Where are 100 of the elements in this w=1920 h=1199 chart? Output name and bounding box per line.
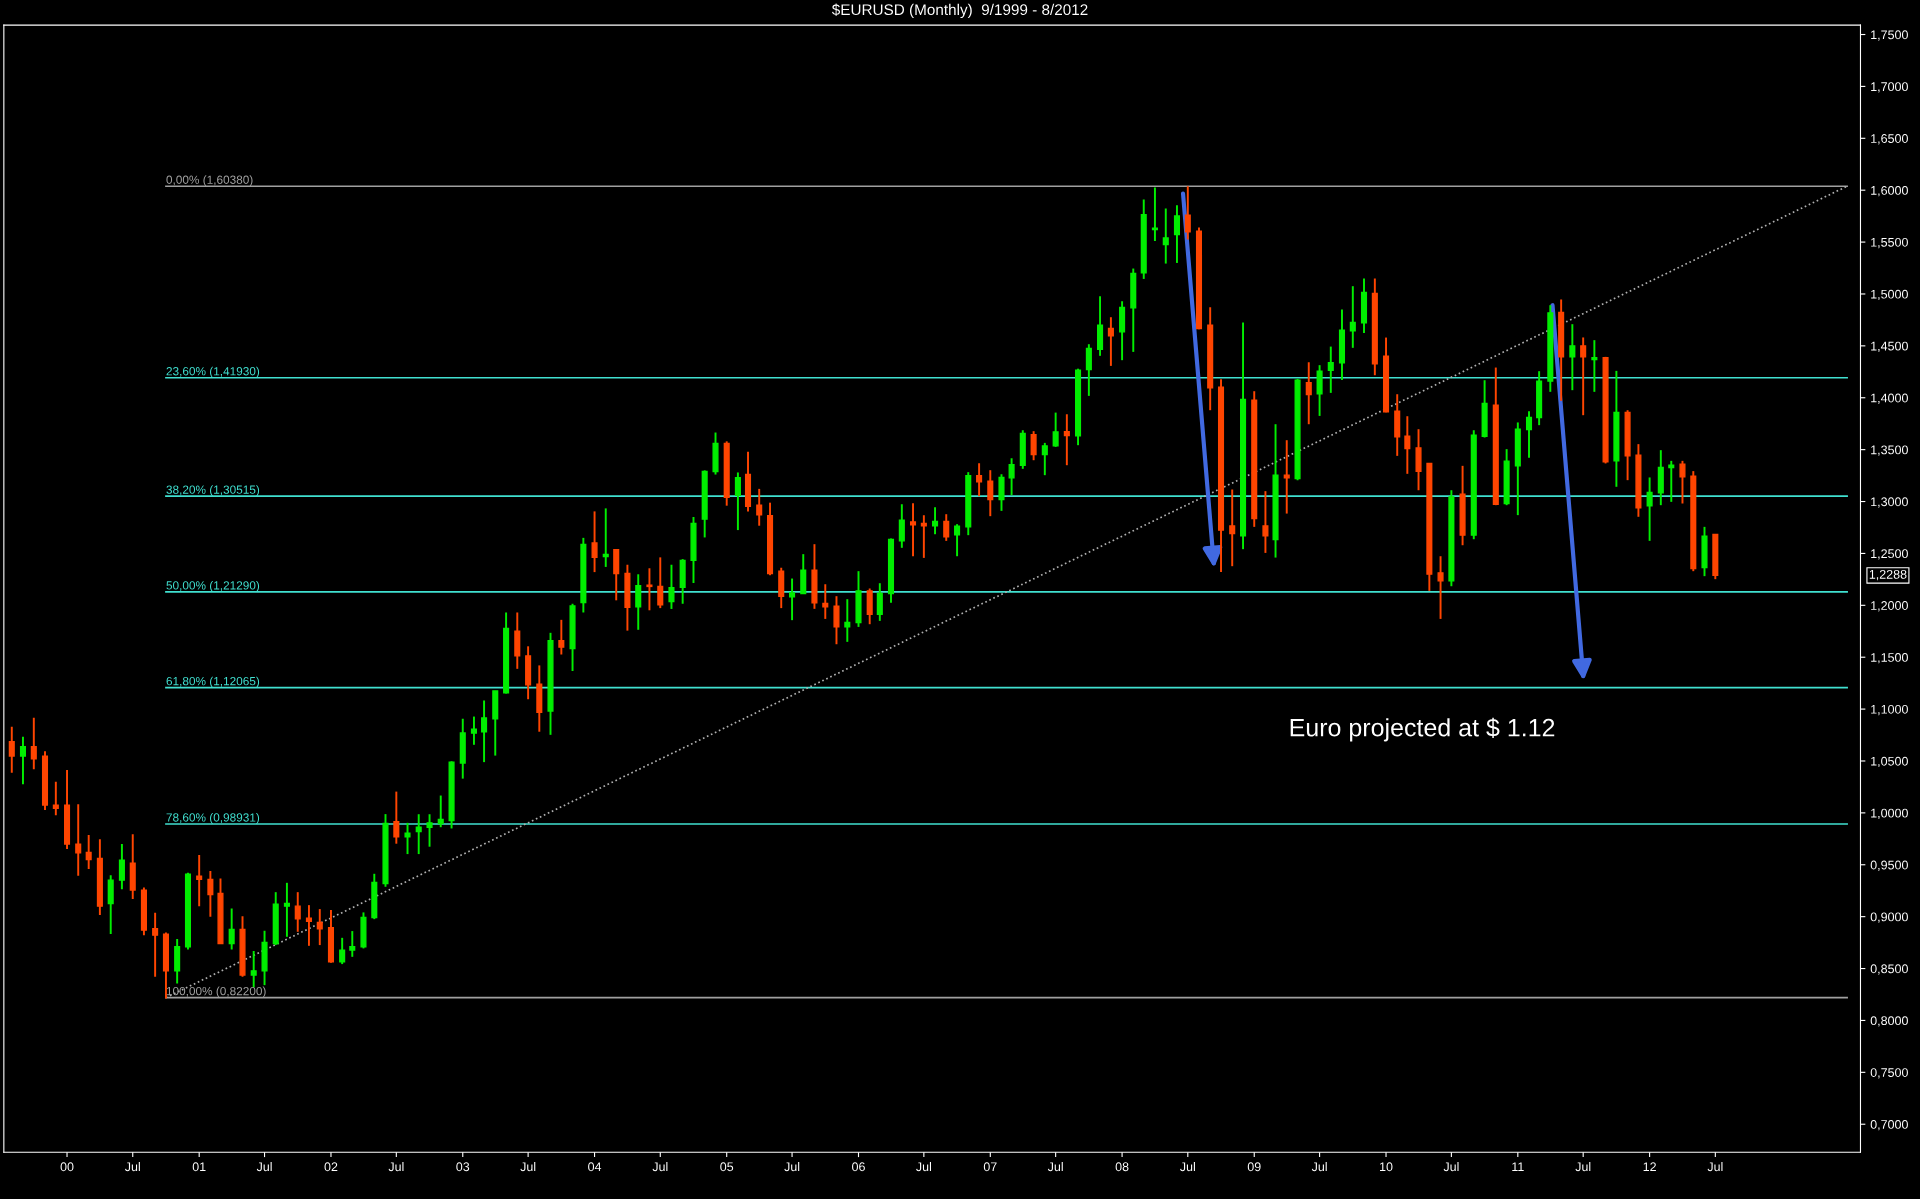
candlestick (1030, 430, 1037, 462)
candlestick (976, 462, 983, 498)
candlestick (932, 506, 939, 536)
x-tick-label: 00 (60, 1162, 74, 1172)
candlestick (1184, 185, 1191, 241)
candlestick (613, 548, 620, 602)
series-label: 78,60% (0,98931) (166, 812, 260, 824)
candlestick (1107, 316, 1114, 367)
y-tick-label: 1,1500 (1871, 653, 1908, 664)
x-tick-label: Jul (652, 1161, 668, 1172)
candlestick (1173, 204, 1181, 264)
x-tick-label: 01 (192, 1162, 206, 1172)
x-tick-label: Jul (124, 1161, 140, 1172)
candlestick (118, 843, 125, 891)
x-tick-label: Jul (1047, 1161, 1063, 1172)
y-tick-label: 1,4000 (1871, 393, 1908, 404)
text: 1,2288 (1869, 569, 1907, 581)
y-tick-label: 0,8500 (1870, 964, 1908, 975)
x-tick-label: Jul (256, 1161, 272, 1172)
candlestick (954, 523, 961, 558)
series-label: 38,20% (1,30515) (166, 485, 260, 497)
candlestick (876, 582, 883, 622)
candlestick (437, 794, 444, 829)
candlestick (844, 598, 851, 643)
candlestick (1085, 343, 1092, 397)
candlestick (657, 556, 664, 610)
y-tick-label: 1,2000 (1871, 601, 1908, 612)
y-tick-label: 1,7500 (1871, 30, 1908, 41)
series-label: 61,80% (1,12065) (166, 676, 260, 688)
chart-title: $EURUSD (Monthly) 9/1999 - 8/2012 (831, 3, 1088, 19)
candlestick (1668, 459, 1675, 503)
y-tick-label: 1,5500 (1871, 237, 1908, 249)
candlestick (734, 471, 741, 532)
y-tick-label: 1,6000 (1871, 185, 1908, 197)
candlestick (998, 473, 1005, 512)
candlestick (756, 487, 763, 527)
candlestick (1162, 207, 1169, 265)
series-label: 50,00% (1,21290) (166, 580, 260, 592)
y-tick-label: 1,6500 (1871, 134, 1908, 145)
candlestick (305, 904, 312, 947)
candlestick (1591, 339, 1598, 393)
candlestick (1327, 345, 1334, 394)
candlestick (987, 469, 994, 518)
candlestick (207, 870, 214, 918)
candlestick (866, 587, 873, 626)
candlestick (1305, 361, 1312, 426)
candlestick (943, 513, 950, 542)
candlestick (1437, 555, 1444, 620)
candlestick (152, 911, 159, 978)
candlestick (404, 821, 411, 856)
candlestick (393, 790, 400, 845)
candlestick (833, 595, 840, 646)
y-tick-label: 1,7000 (1871, 82, 1908, 93)
candlestick (8, 725, 15, 774)
candlestick (1063, 413, 1070, 467)
candlestick (481, 699, 488, 764)
x-tick-label: 06 (852, 1162, 865, 1172)
candlestick (1580, 336, 1587, 417)
candlestick (920, 514, 927, 559)
candlestick (1404, 415, 1411, 475)
candlestick (1316, 364, 1323, 417)
x-tick-label: Jul (916, 1161, 932, 1172)
y-tick-label: 1,0000 (1871, 808, 1908, 819)
candlestick (30, 716, 37, 771)
candlestick (822, 583, 829, 620)
candlestick (228, 907, 235, 951)
candlestick (196, 854, 203, 908)
candlestick (789, 577, 796, 622)
candlestick (52, 780, 59, 817)
y-tick-label: 0,7000 (1870, 1120, 1908, 1131)
x-tick-label: Jul (1443, 1161, 1459, 1172)
candlestick (1262, 490, 1269, 554)
candlestick (1151, 186, 1158, 242)
candlestick (1679, 459, 1686, 505)
candlestick (294, 891, 301, 933)
x-tick-label: Jul (1180, 1161, 1195, 1172)
candlestick (909, 502, 917, 558)
x-tick-label: Jul (1707, 1161, 1723, 1172)
x-tick-label: Jul (784, 1161, 800, 1172)
x-tick-label: Jul (388, 1161, 404, 1172)
candlestick (85, 834, 92, 871)
series-label: 100,00% (0,82200) (166, 986, 266, 998)
y-tick-label: 0,9500 (1870, 860, 1908, 871)
y-tick-label: 1,0500 (1871, 756, 1908, 768)
x-tick-label: 04 (588, 1162, 602, 1172)
x-tick-label: 07 (983, 1162, 997, 1172)
x-tick-label: 09 (1247, 1162, 1261, 1172)
y-tick-label: 1,1000 (1871, 704, 1908, 716)
x-tick-label: Jul (1311, 1161, 1327, 1172)
y-tick-label: 1,4500 (1871, 341, 1908, 352)
candlestick (1097, 295, 1104, 357)
candlestick (1415, 428, 1422, 492)
candlestick (1525, 410, 1533, 459)
candlestick (283, 881, 290, 938)
candlestick (800, 553, 807, 595)
candlestick (1052, 411, 1059, 448)
candlestick (602, 507, 609, 568)
y-tick-label: 1,3500 (1871, 445, 1908, 456)
x-tick-label: 05 (720, 1162, 734, 1172)
candlestick (75, 803, 82, 877)
